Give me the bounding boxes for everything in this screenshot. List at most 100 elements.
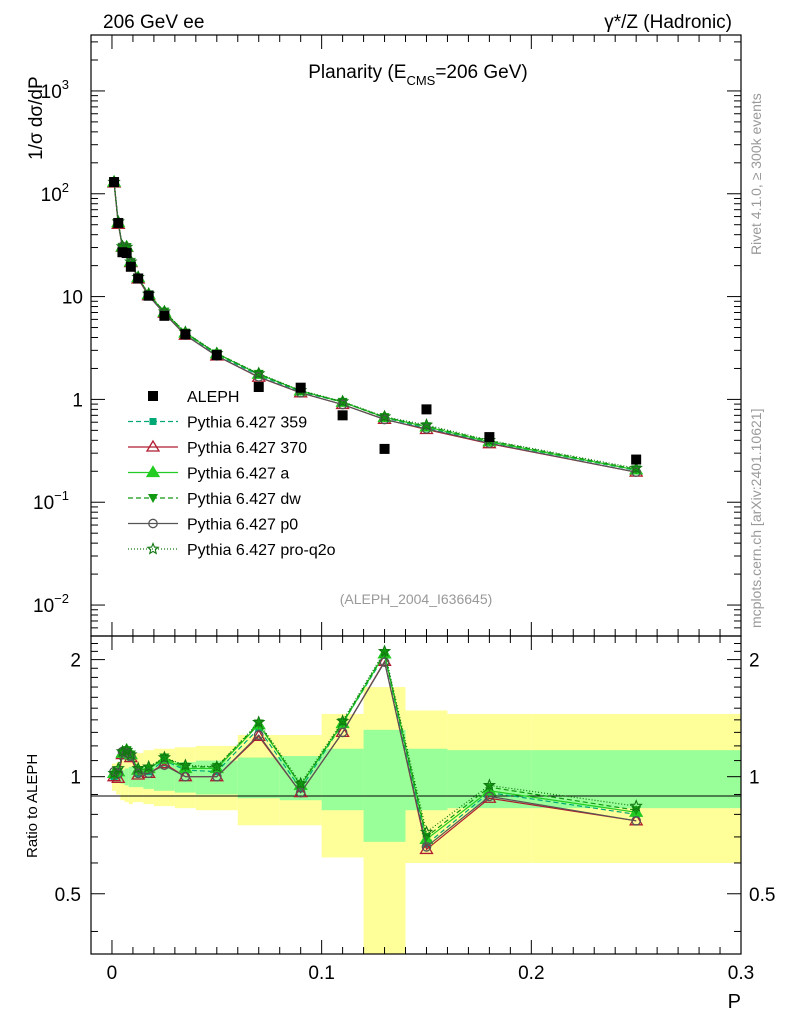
aleph-data-point — [337, 410, 348, 421]
series-point-ratio — [141, 759, 156, 773]
series-point-ratio — [337, 718, 348, 728]
stat-uncertainty-band — [174, 762, 196, 793]
stat-uncertainty-band — [321, 748, 364, 811]
y-tick-exponent: 2 — [62, 180, 69, 195]
series-point-ratio — [337, 727, 348, 738]
ratio-y-tick-label-right: 0.5 — [749, 885, 775, 906]
y-tick-label: 10 — [62, 288, 83, 309]
series-point-main — [253, 372, 264, 382]
series-point-main — [337, 399, 348, 410]
series-line-ratio — [113, 649, 637, 834]
series-point-main — [379, 414, 390, 425]
legend-label: Pythia 6.427 359 — [187, 415, 307, 432]
aleph-data-point — [484, 432, 495, 443]
aleph-data-layer — [109, 177, 642, 465]
aleph-data-point — [180, 329, 191, 340]
header-left-label: 206 GeV ee — [103, 12, 204, 33]
y-tick-label: 1 — [72, 390, 83, 411]
ratio-y-tick-label-left: 1 — [70, 768, 81, 789]
x-tick-label: 0 — [107, 963, 118, 984]
ratio-frame — [90, 635, 742, 955]
series-point-ratio — [293, 776, 308, 790]
y-tick-exponent: −1 — [54, 488, 69, 503]
x-tick-label: 0.2 — [518, 963, 544, 984]
series-point-ratio — [133, 768, 144, 779]
series-point-ratio — [421, 842, 432, 852]
mcplots-label: mcplots.cern.ch [arXiv:2401.10621] — [748, 409, 764, 628]
ratio-y-tick-label-left: 2 — [70, 651, 81, 672]
y-tick-base: 10 — [41, 185, 62, 206]
series-point-ratio — [159, 760, 170, 771]
series-point-main — [336, 394, 350, 408]
ratio-uncertainty-bands — [111, 687, 741, 954]
legend-marker-aleph — [148, 391, 158, 401]
legend-label: Pythia 6.427 dw — [187, 491, 301, 508]
ratio-y-tick-label-right: 2 — [749, 651, 760, 672]
series-point-ratio — [253, 730, 264, 740]
stat-uncertainty-band — [128, 766, 133, 788]
aleph-data-point — [379, 443, 390, 454]
plot-title-end: =206 GeV) — [435, 62, 527, 83]
series-point-ratio — [377, 654, 392, 666]
legend-label: Pythia 6.427 a — [187, 466, 289, 483]
y-tick-label: 103 — [41, 77, 69, 103]
series-point-ratio — [211, 771, 222, 782]
aleph-data-point — [121, 248, 132, 259]
series-point-ratio — [377, 644, 392, 658]
y-tick-base: 10 — [33, 596, 54, 617]
ratio-axis-ticks: 0 0.1 0.2 0.3 0.5 0.5 1 1 2 2 — [55, 636, 775, 984]
aleph-data-point — [211, 350, 222, 361]
stat-uncertainty-band — [120, 770, 125, 784]
y-tick-base: 10 — [62, 288, 83, 309]
series-point-ratio — [251, 729, 266, 741]
y-tick-label: 10−2 — [33, 591, 69, 617]
stat-uncertainty-band — [124, 768, 129, 786]
stat-uncertainty-band — [363, 729, 406, 842]
y-tick-base: 10 — [33, 493, 54, 514]
legend-marker — [145, 439, 161, 452]
y-tick-base: 10 — [41, 82, 62, 103]
series-point-main — [252, 366, 266, 380]
stat-uncertainty-band — [531, 750, 741, 809]
plot-title-main: Planarity (E — [308, 62, 406, 83]
plot-title-sub: CMS — [406, 73, 435, 88]
y-tick-label: 102 — [41, 180, 69, 206]
series-point-main — [631, 465, 642, 475]
series-point-ratio — [125, 751, 136, 761]
series-point-ratio — [419, 825, 434, 838]
legend-marker — [148, 518, 158, 529]
series-point-ratio — [631, 815, 642, 826]
x-tick-label: 0.3 — [728, 963, 754, 984]
aleph-data-point — [113, 217, 124, 228]
legend-label: Pythia 6.427 p0 — [187, 517, 298, 534]
y-tick-exponent: 3 — [62, 77, 69, 92]
series-point-ratio — [113, 768, 124, 779]
series-point-ratio — [180, 771, 191, 782]
aleph-data-point — [421, 404, 432, 415]
x-axis-label: P — [728, 991, 741, 1013]
series-point-main — [377, 409, 392, 423]
stat-uncertainty-band — [153, 763, 175, 791]
legend-label: Pythia 6.427 pro-q2o — [187, 542, 336, 559]
ratio-panel: 0 0.1 0.2 0.3 0.5 0.5 1 1 2 2 Ratio to ALEPH P — [24, 635, 775, 1013]
legend-marker — [148, 494, 158, 503]
series-point-ratio — [115, 744, 130, 758]
series-point-ratio — [252, 715, 266, 728]
y-tick-exponent: −2 — [54, 591, 69, 606]
series-point-ratio — [111, 761, 125, 775]
y-tick-base: 1 — [72, 390, 83, 411]
series-point-ratio — [210, 759, 224, 773]
y-axis-label: 1/σ dσ/dP — [26, 76, 47, 160]
series-point-main — [379, 413, 390, 423]
aleph-data-point — [143, 290, 154, 301]
series-point-main — [421, 423, 432, 434]
series-point-ratio — [253, 719, 264, 729]
plot-title: Planarity (ECMS=206 GeV) — [308, 62, 528, 88]
series-point-main — [629, 461, 643, 474]
series-point-ratio — [629, 799, 643, 812]
legend-marker — [146, 541, 160, 555]
legend: ALEPH Pythia 6.427 359 Pythia 6.427 370 Pyt… — [128, 389, 336, 559]
analysis-watermark: (ALEPH_2004_I636645) — [340, 591, 493, 607]
